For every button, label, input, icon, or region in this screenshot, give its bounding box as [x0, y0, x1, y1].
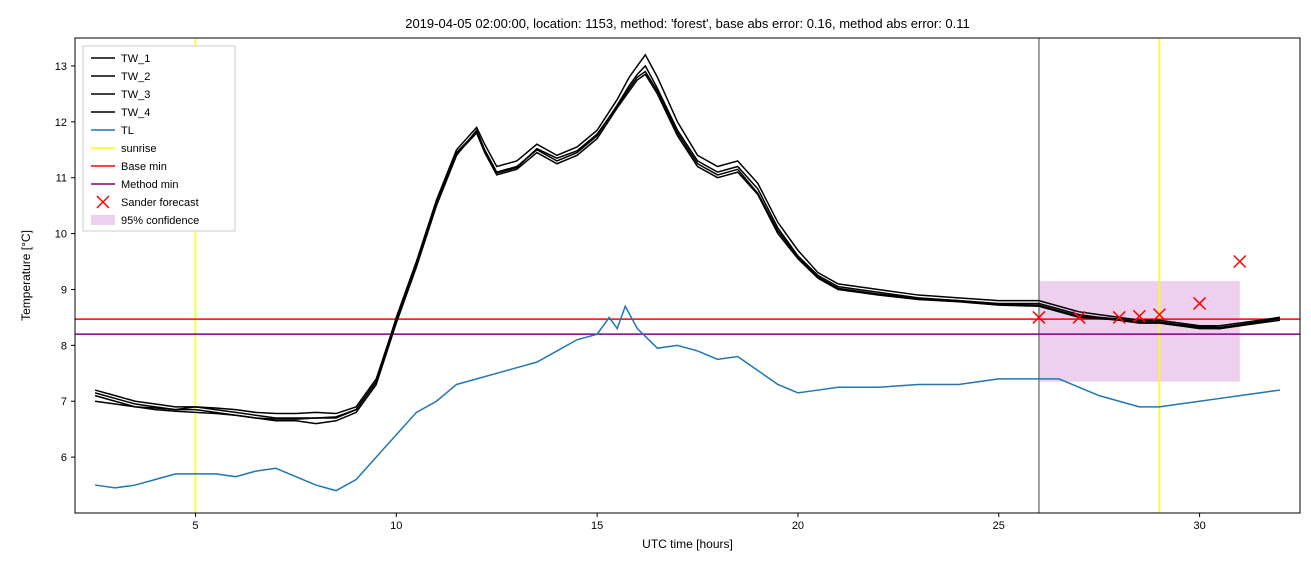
- legend-label: TW_1: [121, 53, 150, 65]
- legend-label: Sander forecast: [121, 197, 199, 209]
- legend-label: Base min: [121, 161, 167, 173]
- legend-label: TW_3: [121, 89, 150, 101]
- legend-label: TL: [121, 125, 134, 137]
- chart-title: 2019-04-05 02:00:00, location: 1153, met…: [405, 16, 970, 31]
- legend-label: 95% confidence: [121, 215, 199, 227]
- xtick-label: 25: [993, 520, 1005, 532]
- legend-label: Method min: [121, 179, 178, 191]
- ylabel: Temperature [°C]: [19, 230, 33, 321]
- chart-container: 5 10 15 20 25 30 6 7 8 9 10 11 12 13 UTC time [hours] T…: [10, 10, 1311, 557]
- xtick-label: 5: [192, 520, 198, 532]
- chart-svg: 5 10 15 20 25 30 6 7 8 9 10 11 12 13 UTC time [hours] T…: [10, 10, 1311, 557]
- ytick-label: 11: [56, 173, 67, 185]
- xtick-label: 20: [792, 520, 804, 532]
- plot-area: [75, 38, 1300, 513]
- xtick-label: 30: [1193, 520, 1205, 532]
- legend-label: TW_2: [121, 71, 150, 83]
- ytick-label: 12: [55, 117, 67, 129]
- ytick-label: 8: [61, 340, 67, 352]
- xtick-label: 10: [390, 520, 402, 532]
- ytick-label: 9: [61, 284, 67, 296]
- ytick-label: 13: [55, 61, 67, 73]
- legend-swatch: [91, 215, 115, 225]
- xtick-label: 15: [591, 520, 603, 532]
- xlabel: UTC time [hours]: [642, 537, 733, 551]
- legend-label: TW_4: [121, 107, 150, 119]
- ytick-label: 6: [61, 452, 67, 464]
- legend-label: sunrise: [121, 143, 156, 155]
- confidence-band: [1039, 281, 1240, 382]
- ytick-label: 10: [55, 229, 67, 241]
- ytick-label: 7: [61, 396, 67, 408]
